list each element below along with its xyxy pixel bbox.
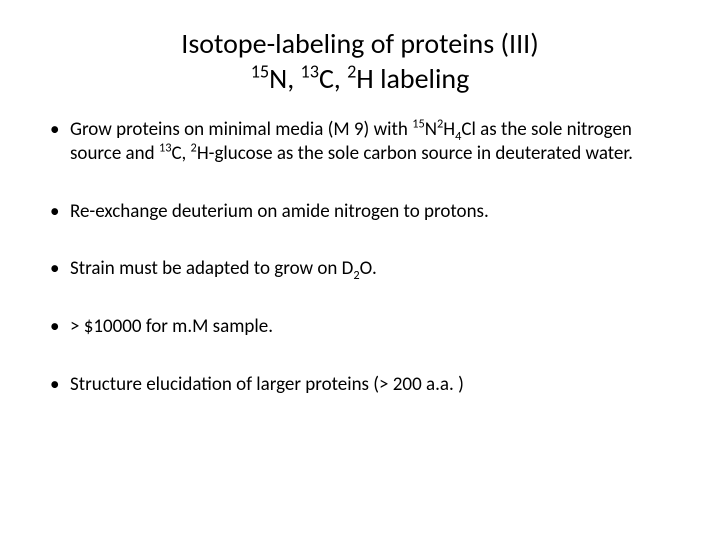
b1-sup-13: 13 (159, 140, 172, 155)
bullet-2: Re-exchange deuterium on amide nitrogen … (46, 200, 680, 224)
b1-t3: H (443, 118, 455, 141)
bullet-3: Strain must be adapted to grow on D2O. (46, 257, 680, 281)
slide: Isotope-labeling of proteins (III) 15N, … (0, 0, 720, 540)
b3-t1: Strain must be adapted to grow on D (70, 257, 353, 280)
bullet-1: Grow proteins on minimal media (M 9) wit… (46, 118, 680, 166)
title-sup-13: 13 (301, 61, 319, 83)
b1-t1: Grow proteins on minimal media (M 9) wit… (70, 118, 412, 141)
title-seg-h: H labeling (356, 61, 469, 96)
title-sup-2: 2 (347, 61, 356, 83)
bullet-4: > $10000 for m.M sample. (46, 315, 680, 339)
b1-t6: H-glucose as the sole carbon source in d… (197, 142, 633, 165)
title-seg-c: C, (319, 61, 347, 96)
slide-title: Isotope-labeling of proteins (III) 15N, … (40, 26, 680, 96)
b1-sup-15: 15 (412, 117, 425, 132)
title-seg-n: N, (269, 61, 300, 96)
b4-t1: > $10000 for m.M sample. (70, 315, 273, 338)
bullet-5: Structure elucidation of larger proteins… (46, 373, 680, 397)
title-line-1-text: Isotope-labeling of proteins (III) (181, 26, 538, 61)
b1-t5: C, (171, 142, 190, 165)
title-line-1: Isotope-labeling of proteins (III) (40, 26, 680, 61)
b5-t1: Structure elucidation of larger proteins… (70, 373, 464, 396)
b2-t1: Re-exchange deuterium on amide nitrogen … (70, 200, 489, 223)
b1-t2: N (425, 118, 437, 141)
bullet-list: Grow proteins on minimal media (M 9) wit… (46, 118, 680, 397)
title-sup-15: 15 (251, 61, 269, 83)
b3-t2: O. (360, 257, 377, 280)
title-line-2: 15N, 13C, 2H labeling (40, 61, 680, 96)
